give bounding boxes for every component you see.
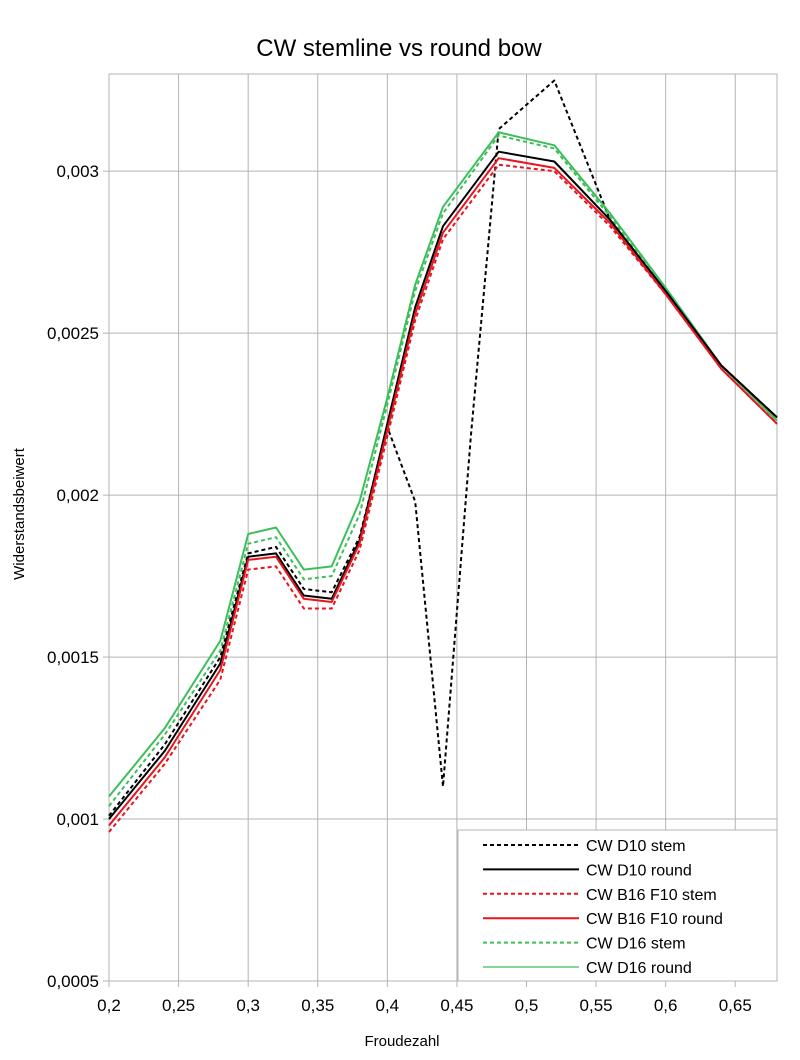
series-line-cw-d10-stem — [108, 79, 778, 817]
x-tick-label: 0,25 — [162, 996, 195, 1015]
x-axis-title: Froudezahl — [364, 1033, 439, 1050]
legend-label: CW D16 stem — [586, 936, 686, 953]
series-line-cw-b16-f10-round — [108, 157, 778, 827]
chart-title: CW stemline vs round bow — [256, 35, 542, 62]
x-tick-label: 0,4 — [376, 996, 400, 1015]
x-tick-label: 0,55 — [580, 996, 613, 1015]
y-tick-label: 0,0005 — [47, 972, 99, 991]
legend-label: CW D16 round — [586, 960, 692, 977]
y-axis-title: Widerstandsbeiwert — [11, 447, 28, 580]
legend-box — [457, 829, 778, 982]
y-tick-label: 0,0025 — [47, 324, 99, 343]
y-tick-label: 0,001 — [56, 810, 99, 829]
x-tick-label: 0,3 — [236, 996, 260, 1015]
plot-area — [108, 73, 778, 982]
x-tick-label: 0,6 — [654, 996, 678, 1015]
y-tick-label: 0,003 — [56, 162, 99, 181]
y-tick-label: 0,002 — [56, 486, 99, 505]
x-tick-label: 0,5 — [515, 996, 539, 1015]
x-tick-label: 0,65 — [719, 996, 752, 1015]
x-tick-label: 0,35 — [301, 996, 334, 1015]
x-tick-label: 0,45 — [440, 996, 473, 1015]
series-layer — [108, 79, 778, 833]
y-tick-label: 0,0015 — [47, 648, 99, 667]
series-line-cw-d16-stem — [108, 134, 778, 807]
series-line-cw-d10-round — [108, 150, 778, 820]
axis-ticks: 0,2 0,25 0,3 0,35 0,4 0,45 0,5 0,55 0,6 0,65 0,000… — [47, 162, 752, 1015]
legend-label: CW B16 F10 round — [586, 911, 723, 928]
x-tick-label: 0,2 — [97, 996, 121, 1015]
legend-label: CW D10 round — [586, 862, 692, 879]
legend-label: CW D10 stem — [586, 838, 686, 855]
legend-label: CW B16 F10 stem — [586, 887, 717, 904]
legend: CW D10 stem CW D10 round CW B16 F10 stem CW… — [457, 829, 778, 982]
series-line-cw-b16-f10-stem — [108, 163, 778, 833]
series-line-cw-d16-round — [108, 131, 778, 798]
